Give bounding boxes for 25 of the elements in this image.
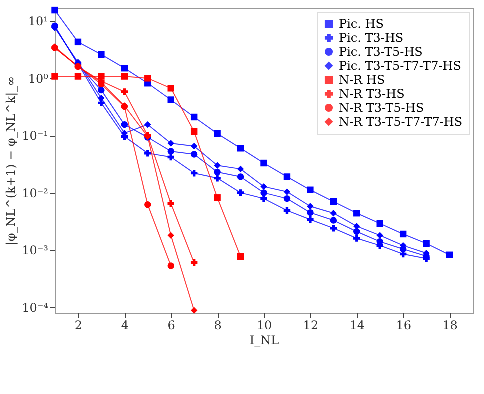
legend-label: Pic. T3-T5-T7-T7-HS <box>339 59 462 73</box>
x-tick-label: 2 <box>74 318 83 332</box>
x-tick-label: 6 <box>168 318 176 332</box>
y-tick-label: 10⁻⁴ <box>22 300 49 315</box>
legend-label: N-R T3-T5-T7-T7-HS <box>339 115 463 129</box>
legend-label: N-R T3-HS <box>339 87 405 101</box>
y-tick-label: 10¹ <box>28 14 48 29</box>
x-tick-label: 14 <box>350 318 366 332</box>
x-axis-title: I_NL <box>250 334 280 348</box>
legend-label: Pic. T3-T5-HS <box>339 45 423 59</box>
legend-label: N-R HS <box>339 73 386 87</box>
legend-label: Pic. HS <box>339 17 384 31</box>
y-tick-label: 10⁻¹ <box>22 129 48 144</box>
y-tick-label: 10⁻² <box>22 186 49 200</box>
x-tick-label: 4 <box>121 318 130 332</box>
y-tick-label: 10⁻³ <box>22 244 49 258</box>
x-tick-label: 8 <box>214 318 222 332</box>
x-tick-label: 12 <box>303 318 319 332</box>
x-tick-label: 10 <box>256 318 272 332</box>
x-tick-label: 18 <box>442 318 458 332</box>
x-tick-label: 16 <box>396 318 412 332</box>
legend-label: N-R T3-T5-HS <box>339 101 424 115</box>
y-tick-label: 10⁰ <box>28 72 49 86</box>
legend-label: Pic. T3-HS <box>339 31 404 45</box>
y-axis-title: |φ_NL^(k+1) − φ_NL^k|_∞ <box>4 76 18 246</box>
